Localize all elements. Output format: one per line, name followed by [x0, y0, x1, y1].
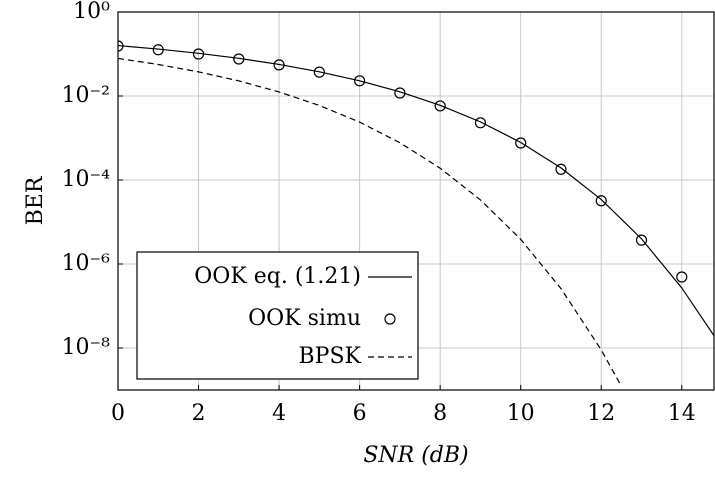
marker [354, 75, 366, 87]
legend-box [136, 251, 419, 380]
plot-frame [117, 11, 715, 391]
x-tick-label: 0 [111, 401, 125, 426]
y-tick-label: 10⁻⁶ [62, 251, 111, 276]
x-tick-label: 6 [353, 401, 367, 426]
x-tick-label: 14 [668, 401, 696, 426]
marker [555, 163, 567, 175]
x-tick-label: 10 [507, 401, 535, 426]
legend-swatch [384, 313, 396, 325]
x-tick-label: 12 [587, 401, 615, 426]
legend-label: BPSK [299, 344, 362, 369]
x-tick-label: 8 [433, 401, 447, 426]
marker [192, 48, 205, 60]
y-axis-label: BER [23, 175, 48, 225]
marker [273, 59, 285, 71]
y-tick-label: 10⁻⁸ [62, 335, 111, 360]
x-tick-label: 4 [272, 401, 286, 426]
marker [152, 44, 164, 56]
marker [313, 66, 325, 78]
y-tick-label: 10⁻² [62, 83, 110, 108]
legend-label: OOK eq. (1.21) [194, 264, 361, 289]
marker [474, 117, 487, 129]
y-tick-label: 10⁰ [73, 0, 110, 24]
marker [434, 100, 446, 112]
legend-label: OOK simu [248, 306, 361, 331]
marker [635, 234, 648, 246]
marker [118, 40, 124, 52]
marker [394, 87, 406, 99]
marker [595, 195, 607, 207]
series-line [118, 44, 714, 337]
x-axis-label: SNR (dB) [363, 443, 468, 468]
series-line [118, 57, 622, 387]
marker [676, 271, 688, 283]
x-tick-label: 2 [192, 401, 206, 426]
marker [515, 137, 527, 149]
y-tick-label: 10⁻⁴ [62, 167, 111, 192]
marker [233, 53, 245, 65]
